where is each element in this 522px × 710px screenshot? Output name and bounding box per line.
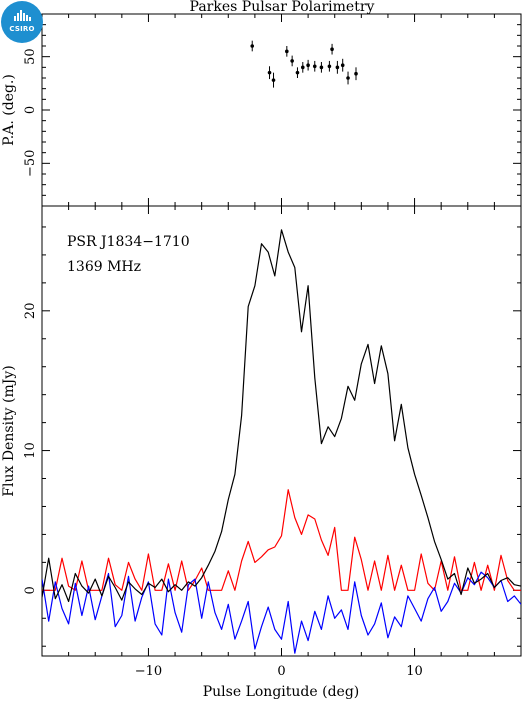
flux-y-tick-label: 0 (23, 586, 38, 594)
pa-y-axis-label: P.A. (deg.) (1, 74, 17, 146)
pulsar-name-annotation: PSR J1834−1710 (67, 234, 190, 250)
csiro-logo-text: CSIRO (9, 25, 35, 33)
pa-data-points (250, 40, 358, 88)
pa-point (306, 63, 310, 67)
csiro-logo: CSIRO (1, 1, 43, 43)
linear-polarization-line (42, 489, 521, 591)
flux-y-tick-label: 20 (23, 303, 38, 320)
pa-y-tick-label: −50 (23, 150, 38, 177)
chart-title: Parkes Pulsar Polarimetry (190, 0, 375, 15)
pa-point (312, 64, 317, 69)
pa-point (335, 65, 340, 70)
pa-point (340, 63, 345, 67)
flux-y-tick-label: 10 (23, 442, 38, 459)
pa-panel-frame (41, 13, 522, 207)
circular-polarization-line (42, 571, 521, 654)
pa-y-tick-label: 0 (23, 106, 38, 114)
pa-point (290, 59, 294, 63)
pa-y-tick-label: 50 (23, 48, 38, 65)
x-axis-label: Pulse Longitude (deg) (203, 684, 360, 700)
pa-point (285, 49, 289, 54)
flux-y-axis-label: Flux Density (mJy) (1, 365, 17, 496)
pa-point (271, 78, 276, 82)
csiro-logo-bars-icon (14, 10, 31, 21)
pa-point (250, 44, 255, 48)
pa-point (327, 64, 332, 69)
pa-point (319, 65, 324, 70)
flux-x-tick-label: −10 (135, 664, 162, 679)
pa-point (295, 70, 300, 75)
flux-axis-ticks: 0 10 20 −10 0 10 (23, 206, 522, 679)
total-intensity-line (42, 229, 521, 603)
pa-point (354, 71, 358, 76)
flux-x-tick-label: 10 (406, 664, 423, 679)
flux-series-lines (42, 229, 521, 654)
frequency-annotation: 1369 MHz (67, 259, 141, 275)
pa-point (346, 76, 350, 80)
pa-point (267, 70, 272, 75)
pa-point (300, 65, 305, 70)
pa-axis-ticks: −50 0 50 (23, 14, 522, 206)
pa-point (330, 47, 334, 51)
flux-x-tick-label: 0 (277, 664, 285, 679)
